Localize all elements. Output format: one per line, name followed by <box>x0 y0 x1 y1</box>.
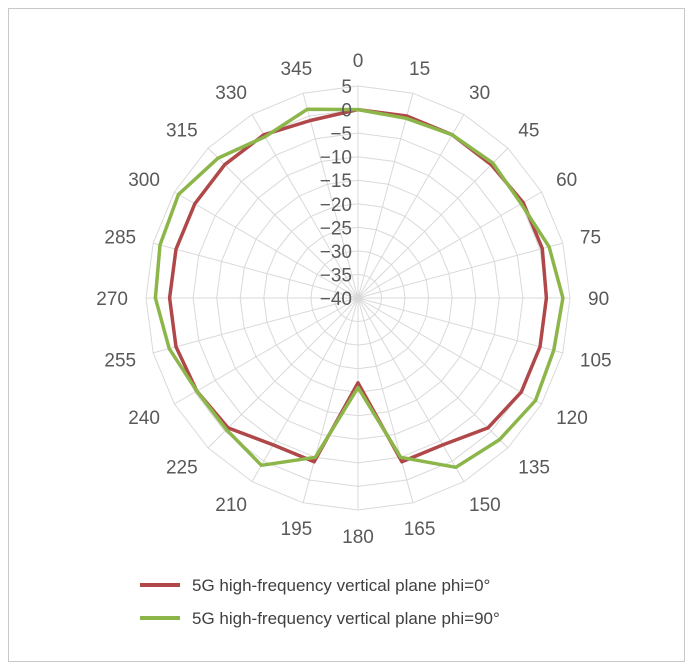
angle-label-270: 270 <box>96 289 128 310</box>
radial-label-6: −25 <box>320 218 352 239</box>
radial-label-3: −10 <box>320 148 352 169</box>
series-line-0 <box>167 107 549 464</box>
angle-label-195: 195 <box>281 519 313 540</box>
grid-spoke-19 <box>153 242 359 299</box>
grid-spoke-7 <box>357 297 563 354</box>
radial-tick-labels: 5 0−5 −10−15 −20−25 −30−35 −40 <box>320 77 352 310</box>
angle-label-330: 330 <box>215 83 247 104</box>
grid-spoke-2 <box>357 114 465 299</box>
angle-label-90: 90 <box>588 289 609 310</box>
angle-label-255: 255 <box>104 351 136 372</box>
grid-spoke-21 <box>207 147 359 299</box>
angle-label-105: 105 <box>580 351 612 372</box>
angle-label-0: 0 <box>353 51 364 72</box>
angle-label-240: 240 <box>128 408 160 429</box>
chart-frame <box>8 8 685 662</box>
angle-label-120: 120 <box>556 408 588 429</box>
radial-label-1: 0 <box>341 101 352 122</box>
grid-spoke-23 <box>302 93 359 299</box>
angle-tick-labels: 0 15 30 45 60 75 90 105 120 135 150 165 180 195 210 225… <box>96 51 611 548</box>
grid-spoke-1 <box>357 93 414 299</box>
grid-spoke-17 <box>153 297 359 354</box>
grid-spoke-20 <box>174 191 359 299</box>
angle-label-135: 135 <box>518 457 550 478</box>
grid-spoke-8 <box>357 297 542 405</box>
angle-label-225: 225 <box>166 457 198 478</box>
series-line-1 <box>153 107 565 470</box>
grid-spoke-9 <box>357 297 509 449</box>
angle-label-315: 315 <box>166 121 198 142</box>
grid-spoke-3 <box>357 147 509 299</box>
grid-spoke-11 <box>357 297 414 503</box>
angle-label-210: 210 <box>215 495 247 516</box>
grid-spoke-22 <box>251 114 359 299</box>
grid-spoke-15 <box>207 297 359 449</box>
grid-spoke-10 <box>357 297 465 482</box>
radial-label-0: 5 <box>341 77 352 98</box>
radial-label-2: −5 <box>330 124 352 145</box>
angle-label-30: 30 <box>469 83 490 104</box>
radial-label-7: −30 <box>320 242 352 263</box>
angle-label-300: 300 <box>128 170 160 191</box>
angle-label-165: 165 <box>404 519 436 540</box>
angle-label-60: 60 <box>556 170 577 191</box>
radial-label-4: −15 <box>320 171 352 192</box>
legend: 5G high-frequency vertical plane phi=0° … <box>140 576 500 628</box>
angle-label-180: 180 <box>342 527 374 548</box>
angle-label-45: 45 <box>518 121 539 142</box>
grid-spoke-16 <box>174 297 359 405</box>
radial-label-5: −20 <box>320 195 352 216</box>
radial-label-8: −35 <box>320 265 352 286</box>
grid-spoke-14 <box>251 297 359 482</box>
angle-label-285: 285 <box>104 227 136 248</box>
polar-grid <box>145 85 571 511</box>
series-lines <box>153 107 565 470</box>
grid-spoke-4 <box>357 191 542 299</box>
grid-spoke-13 <box>302 297 359 503</box>
radial-label-9: −40 <box>320 289 352 310</box>
angle-label-150: 150 <box>469 495 501 516</box>
angle-label-75: 75 <box>580 227 601 248</box>
legend-label-phi-90: 5G high-frequency vertical plane phi=90° <box>192 609 500 628</box>
legend-label-phi-0: 5G high-frequency vertical plane phi=0° <box>192 576 490 595</box>
angle-label-345: 345 <box>281 59 313 80</box>
angle-label-15: 15 <box>409 59 430 80</box>
grid-spoke-5 <box>357 242 563 299</box>
